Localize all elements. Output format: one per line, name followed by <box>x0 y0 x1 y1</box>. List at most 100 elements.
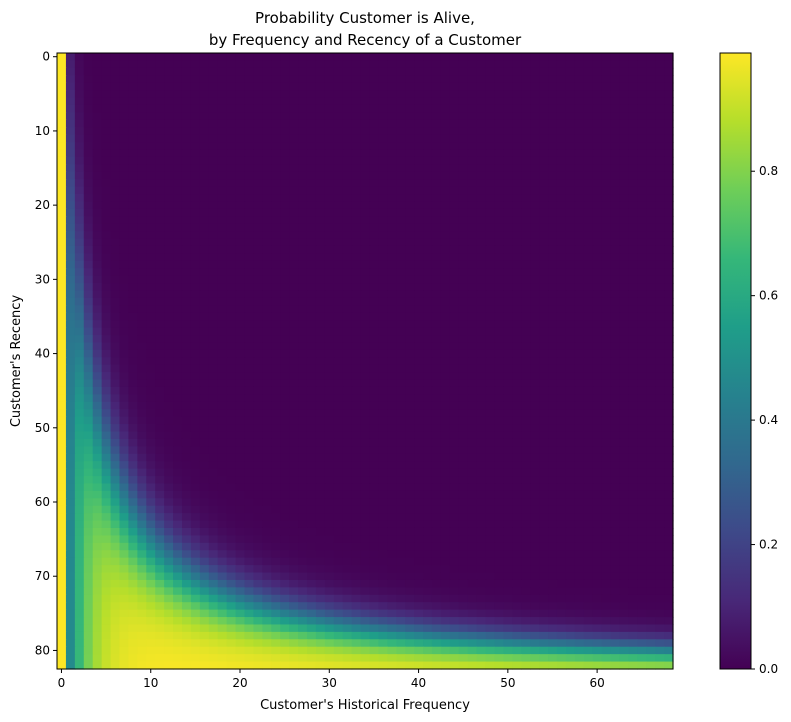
heatmap-cell <box>360 231 371 240</box>
heatmap-cell <box>351 134 362 143</box>
heatmap-cell <box>289 283 299 292</box>
heatmap-cell <box>208 297 219 306</box>
heatmap-cell <box>155 453 165 462</box>
heatmap-cell <box>315 149 326 158</box>
heatmap-cell <box>539 53 549 62</box>
heatmap-cell <box>92 223 103 232</box>
heatmap-cell <box>387 179 397 188</box>
heatmap-cell <box>155 245 165 254</box>
heatmap-cell <box>655 453 665 462</box>
heatmap-cell <box>271 186 281 195</box>
heatmap-cell <box>333 156 344 165</box>
heatmap-cell <box>449 461 460 470</box>
heatmap-cell <box>476 535 487 544</box>
heatmap-cell <box>601 253 612 262</box>
heatmap-cell <box>467 468 478 477</box>
heatmap-cell <box>548 312 558 321</box>
heatmap-cell <box>378 535 388 544</box>
heatmap-cell <box>440 216 451 225</box>
heatmap-cell <box>155 164 165 173</box>
heatmap-cell <box>298 527 308 537</box>
heatmap-cell <box>503 75 513 84</box>
heatmap-cell <box>440 535 451 544</box>
heatmap-cell <box>378 142 388 151</box>
heatmap-cell <box>333 201 344 210</box>
heatmap-cell <box>315 401 326 410</box>
heatmap-cell <box>467 97 478 106</box>
heatmap-cell <box>619 97 629 106</box>
heatmap-cell <box>306 513 317 522</box>
heatmap-cell <box>405 498 415 507</box>
heatmap-cell <box>244 156 255 165</box>
heatmap-cell <box>173 453 183 462</box>
heatmap-cell <box>655 535 665 544</box>
heatmap-cell <box>199 216 210 225</box>
heatmap-cell <box>92 357 103 366</box>
heatmap-cell <box>137 260 147 269</box>
heatmap-cell <box>155 112 165 121</box>
heatmap-cell <box>548 453 558 462</box>
heatmap-cell <box>137 149 147 158</box>
heatmap-cell <box>333 335 344 344</box>
heatmap-cell <box>431 134 442 143</box>
heatmap-cell <box>583 67 594 76</box>
heatmap-cell <box>351 468 362 477</box>
heatmap-cell <box>387 364 397 373</box>
heatmap-cell <box>155 216 165 225</box>
heatmap-cell <box>57 468 67 477</box>
heatmap-cell <box>83 156 94 165</box>
heatmap-cell <box>190 134 201 143</box>
heatmap-cell <box>119 424 130 433</box>
heatmap-cell <box>360 171 371 180</box>
heatmap-cell <box>521 476 531 485</box>
heatmap-cell <box>181 424 192 433</box>
heatmap-cell <box>280 275 290 284</box>
heatmap-cell <box>387 335 397 344</box>
heatmap-cell <box>521 579 531 588</box>
heatmap-cell <box>485 446 496 455</box>
heatmap-cell <box>530 201 540 210</box>
heatmap-cell <box>280 327 290 336</box>
heatmap-cell <box>226 438 237 447</box>
heatmap-cell <box>226 416 237 425</box>
heatmap-cell <box>315 253 326 262</box>
heatmap-cell <box>289 119 299 128</box>
heatmap-cell <box>110 409 121 418</box>
heatmap-cell <box>244 446 255 455</box>
heatmap-cell <box>119 283 130 292</box>
heatmap-cell <box>83 216 94 225</box>
heatmap-cell <box>601 572 612 581</box>
heatmap-cell <box>351 53 362 62</box>
heatmap-cell <box>610 60 621 69</box>
heatmap-cell <box>664 104 674 113</box>
heatmap-cell <box>387 104 397 113</box>
heatmap-cell <box>128 498 138 507</box>
heatmap-cell <box>414 513 424 522</box>
heatmap-cell <box>601 535 612 544</box>
heatmap-cell <box>601 431 612 440</box>
heatmap-cell <box>646 401 656 410</box>
heatmap-cell <box>440 527 451 537</box>
heatmap-cell <box>360 127 371 136</box>
heatmap-cell <box>262 357 272 366</box>
heatmap-cell <box>494 342 504 351</box>
heatmap-cell <box>74 320 85 329</box>
heatmap-cell <box>324 557 335 566</box>
heatmap-cell <box>289 557 299 566</box>
heatmap-cell <box>512 372 522 381</box>
heatmap-cell <box>556 424 567 433</box>
heatmap-cell <box>467 171 478 180</box>
heatmap-cell <box>155 587 165 596</box>
heatmap-cell <box>280 572 290 581</box>
heatmap-cell <box>262 231 272 240</box>
heatmap-cell <box>137 416 147 425</box>
heatmap-cell <box>146 260 156 269</box>
heatmap-cell <box>423 364 433 373</box>
heatmap-cell <box>387 483 397 492</box>
heatmap-cell <box>315 535 326 544</box>
heatmap-cell <box>190 364 201 373</box>
heatmap-cell <box>110 201 121 210</box>
heatmap-cell <box>476 275 487 284</box>
heatmap-cell <box>181 335 192 344</box>
heatmap-cell <box>199 446 210 455</box>
